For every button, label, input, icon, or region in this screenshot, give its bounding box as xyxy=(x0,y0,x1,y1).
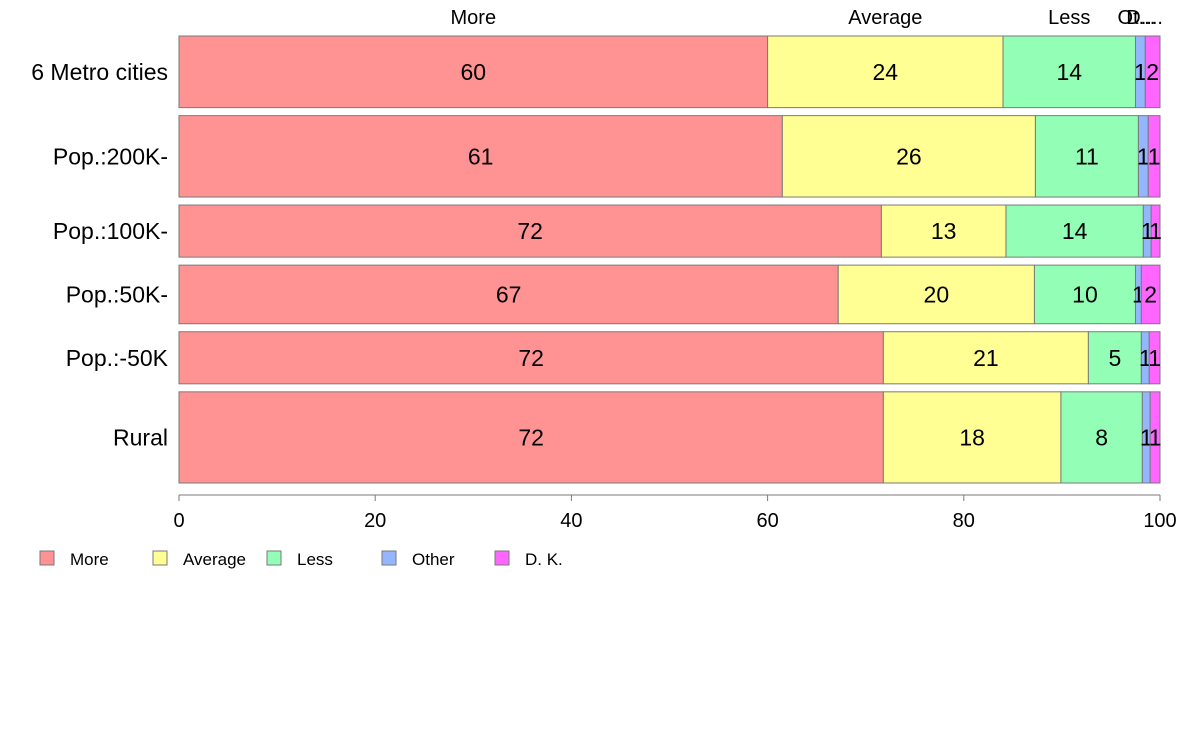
data-label: 20 xyxy=(924,281,950,307)
data-label: 1 xyxy=(1149,218,1162,244)
bar-segment-less xyxy=(1005,204,1144,258)
bar-segment-d-k xyxy=(1150,204,1161,258)
data-label: 1 xyxy=(1149,424,1162,450)
category-label: Pop.:200K- xyxy=(53,143,168,169)
data-label: 8 xyxy=(1095,424,1108,450)
data-label: 72 xyxy=(517,218,543,244)
bar-segment-more xyxy=(178,391,884,484)
legend-label: Average xyxy=(183,550,246,569)
data-label: 1 xyxy=(1141,218,1154,244)
x-tick-label: 0 xyxy=(173,510,184,532)
bar-segment-less xyxy=(1060,391,1143,484)
data-label: 26 xyxy=(896,143,922,169)
bar-segment-more xyxy=(178,204,882,258)
bar-segment-d-k xyxy=(1149,391,1161,484)
x-tick-label: 20 xyxy=(364,510,386,532)
x-tick-label: 80 xyxy=(953,510,975,532)
legend-swatch-other xyxy=(381,550,397,566)
data-label: 1 xyxy=(1140,424,1153,450)
bar-segment-less xyxy=(1034,115,1139,198)
data-label: 13 xyxy=(931,218,957,244)
category-label: Pop.:-50K xyxy=(66,345,169,371)
data-label: 11 xyxy=(1075,143,1099,169)
data-label: 24 xyxy=(873,59,899,85)
legend-swatch-average xyxy=(152,550,168,566)
top-label-more: More xyxy=(451,7,497,29)
category-label: Pop.:100K- xyxy=(53,218,168,244)
data-label: 18 xyxy=(959,424,985,450)
bar-segment-less xyxy=(1087,331,1142,385)
legend-swatch-more xyxy=(39,550,55,566)
legend-swatch-less xyxy=(266,550,282,566)
data-label: 14 xyxy=(1062,218,1088,244)
x-tick-label: 100 xyxy=(1143,510,1176,532)
bar-segment-average xyxy=(882,391,1062,484)
bar-segment-d-k xyxy=(1147,115,1161,198)
bar-segment-d-k xyxy=(1148,331,1161,385)
legend-swatch-d-k xyxy=(494,550,510,566)
data-label: 72 xyxy=(518,424,544,450)
legend-label: Other xyxy=(412,550,455,569)
data-label: 14 xyxy=(1056,59,1082,85)
data-label: 1 xyxy=(1139,345,1152,371)
data-label: 60 xyxy=(461,59,487,85)
bar-segment-less xyxy=(1033,264,1136,325)
top-label-d-k: D.... xyxy=(1126,7,1163,29)
x-tick-label: 60 xyxy=(756,510,778,532)
data-label: 2 xyxy=(1144,281,1157,307)
data-label: 1 xyxy=(1137,143,1150,169)
bar-segment-more xyxy=(178,331,884,385)
category-label: Rural xyxy=(113,424,168,450)
legend-label: Less xyxy=(297,550,333,569)
bar-segment-average xyxy=(767,35,1004,109)
category-label: Pop.:50K- xyxy=(66,281,168,307)
top-label-less: Less xyxy=(1048,7,1090,29)
data-label: 2 xyxy=(1146,59,1159,85)
data-label: 10 xyxy=(1072,281,1098,307)
top-label-other: Ot... xyxy=(1117,7,1155,29)
legend-label: More xyxy=(70,550,109,569)
x-tick-label: 40 xyxy=(560,510,582,532)
bar-segment-more xyxy=(178,264,839,325)
data-label: 21 xyxy=(973,345,999,371)
legend-label: D. K. xyxy=(525,550,563,569)
data-label: 61 xyxy=(468,143,494,169)
data-label: 67 xyxy=(496,281,522,307)
data-label: 72 xyxy=(518,345,544,371)
bar-segment-d-k xyxy=(1144,35,1161,109)
top-label-average: Average xyxy=(848,7,922,29)
data-label: 1 xyxy=(1134,59,1147,85)
category-label: 6 Metro cities xyxy=(31,59,168,85)
bar-segment-d-k xyxy=(1140,264,1161,325)
data-label: 5 xyxy=(1108,345,1121,371)
bar-segment-average xyxy=(882,331,1089,385)
data-label: 1 xyxy=(1148,345,1161,371)
bar-segment-average xyxy=(837,264,1035,325)
data-label: 1 xyxy=(1148,143,1161,169)
